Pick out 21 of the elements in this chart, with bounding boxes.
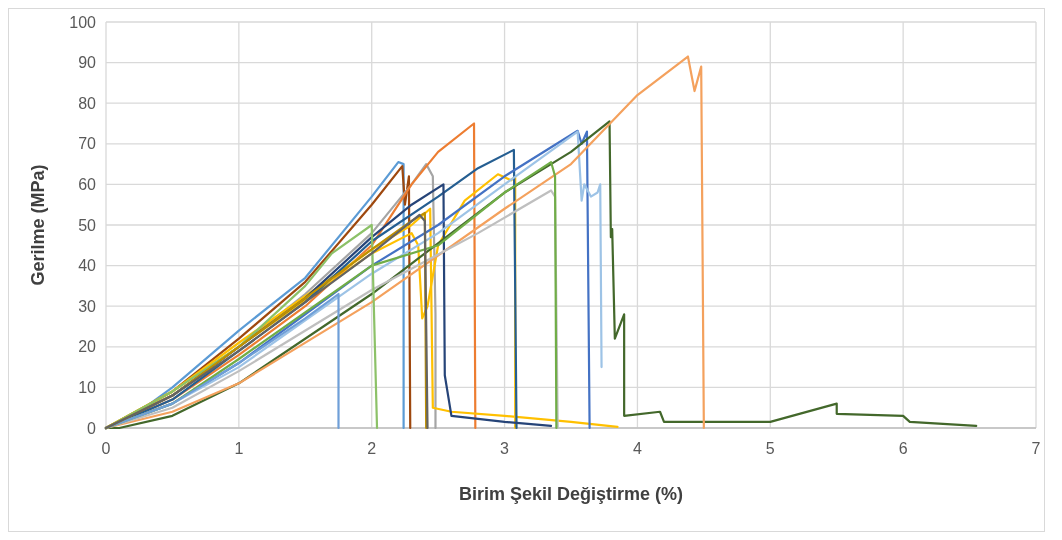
- y-tick-label: 50: [78, 216, 97, 234]
- x-tick-label: 6: [898, 440, 908, 457]
- x-tick-label: 5: [765, 440, 775, 457]
- x-tick-label: 1: [234, 440, 244, 457]
- y-tick-label: 60: [78, 176, 97, 193]
- y-tick-label: 90: [78, 54, 97, 72]
- x-tick-label: 7: [1031, 440, 1041, 457]
- y-tick-label: 0: [87, 419, 97, 437]
- y-tick-label: 30: [78, 297, 97, 315]
- y-tick-label: 20: [78, 338, 97, 356]
- y-axis-title: Gerilme (MPa): [28, 164, 48, 286]
- x-tick-label: 3: [500, 440, 510, 457]
- y-tick-label: 100: [69, 13, 97, 31]
- x-tick-label: 0: [101, 440, 111, 457]
- y-tick-label: 40: [78, 257, 97, 275]
- x-axis-title: Birim Şekil Değiştirme (%): [458, 484, 684, 504]
- x-tick-label: 4: [632, 440, 642, 457]
- y-tick-label: 70: [78, 135, 97, 153]
- y-tick-label: 80: [78, 94, 97, 112]
- y-tick-label: 10: [78, 379, 97, 396]
- x-tick-label: 2: [367, 440, 377, 457]
